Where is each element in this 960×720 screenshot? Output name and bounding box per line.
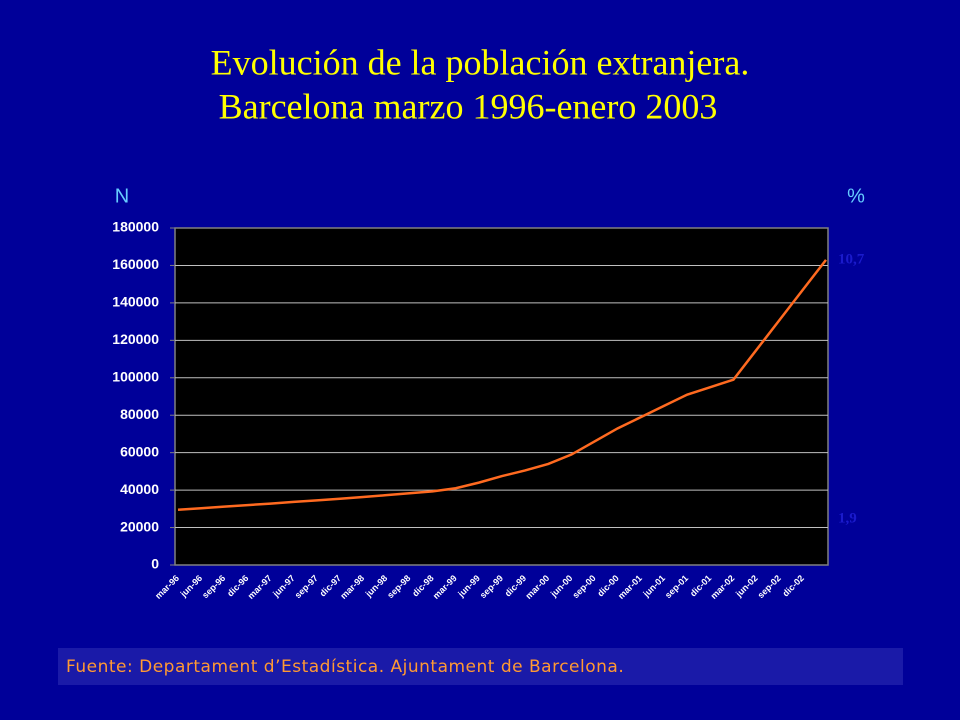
y-tick-label: 160000 [112, 256, 159, 272]
x-tick-label: sep-96 [200, 573, 227, 600]
x-tick-label: sep-97 [293, 573, 320, 600]
y-tick-label: 60000 [120, 443, 159, 459]
x-tick-label: dic-02 [780, 573, 805, 598]
chart-title: Evolución de la población extranjera. [211, 42, 750, 82]
y-tick-label: 20000 [120, 518, 159, 534]
x-tick-label: jun-98 [363, 573, 390, 600]
x-tick-label: jun-96 [178, 573, 205, 600]
x-tick-label: mar-97 [246, 573, 274, 601]
x-tick-label: mar-96 [153, 573, 181, 601]
source-box [58, 648, 903, 685]
x-tick-label: sep-01 [663, 573, 690, 600]
x-tick-label: jun-97 [270, 573, 297, 600]
x-tick-label: jun-02 [733, 573, 760, 600]
y-axis-label: N [115, 185, 129, 207]
x-tick-label: sep-99 [478, 573, 505, 600]
y-tick-label: 140000 [112, 294, 159, 310]
x-tick-label: mar-01 [616, 573, 644, 601]
plot-area [174, 227, 829, 566]
x-tick-label: jun-01 [641, 573, 668, 600]
x-tick-label: mar-99 [431, 573, 459, 601]
x-tick-label: mar-98 [338, 573, 366, 601]
x-tick-label: mar-02 [709, 573, 737, 601]
source: Fuente: Departament d’Estadística. Ajunt… [66, 657, 624, 677]
data-line [177, 259, 827, 512]
y-tick-label: 100000 [112, 368, 159, 384]
x-tick-label: jun-00 [548, 573, 575, 600]
x-tick-label: sep-02 [756, 573, 783, 600]
y-tick-label: 180000 [112, 219, 159, 235]
x-tick-label: mar-00 [523, 573, 551, 601]
annotation: 10,7 [838, 251, 865, 267]
y-tick-label: 80000 [120, 406, 159, 422]
y-tick-label: 0 [151, 556, 159, 572]
y-tick-label: 120000 [112, 331, 159, 347]
x-tick-label: sep-98 [385, 573, 412, 600]
x-tick-label: jun-99 [455, 573, 482, 600]
annotation: 1,9 [838, 510, 857, 526]
y-tick-label: 40000 [120, 481, 159, 497]
x-tick-label: sep-00 [570, 573, 597, 600]
y2-axis-label: % [847, 185, 865, 207]
chart-subtitle: Barcelona marzo 1996-enero 2003 [219, 86, 718, 126]
